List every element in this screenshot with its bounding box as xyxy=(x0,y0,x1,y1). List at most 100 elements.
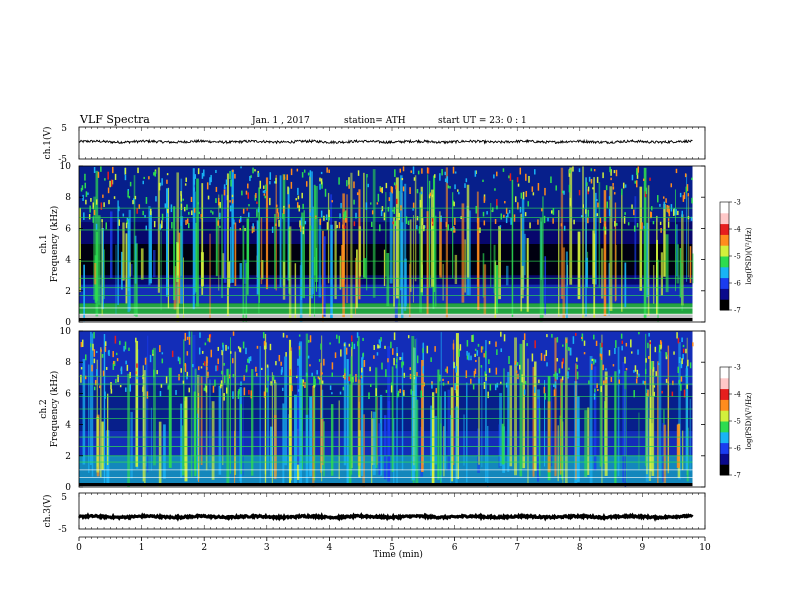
sferic-streak xyxy=(190,331,193,477)
spectrogram-speckle xyxy=(390,341,392,349)
spectrogram-speckle xyxy=(569,169,571,174)
spectrogram-speckle xyxy=(637,166,640,173)
spectrogram-speckle xyxy=(345,347,348,355)
sferic-streak xyxy=(305,333,309,465)
spectrogram-speckle xyxy=(576,357,578,362)
spectrogram-speckle xyxy=(691,177,693,181)
spectrogram-speckle xyxy=(416,224,418,230)
spectrogram-speckle xyxy=(419,199,422,208)
spectrogram-speckle xyxy=(516,177,519,183)
ch1-ytick-top: 5 xyxy=(61,124,67,134)
sferic-streak xyxy=(490,202,492,287)
spectrogram-speckle xyxy=(454,171,457,174)
sferic-streak xyxy=(194,222,197,293)
spectrogram-speckle xyxy=(255,373,258,377)
spectrogram-speckle xyxy=(321,380,324,385)
spectrogram-speckle xyxy=(500,381,502,384)
sferic-streak xyxy=(689,398,691,472)
spectrogram-speckle xyxy=(219,202,221,209)
spectrogram-speckle xyxy=(299,220,301,228)
spectrogram-speckle xyxy=(184,206,186,212)
spectrogram-speckle xyxy=(200,214,203,219)
ch1-waveform-line xyxy=(78,138,693,145)
spectrogram-speckle xyxy=(324,188,327,197)
sferic-streak xyxy=(312,206,314,295)
sferic-streak xyxy=(125,233,128,304)
sferic-streak xyxy=(514,337,517,476)
spectrogram-speckle xyxy=(242,341,245,349)
spectrogram-speckle xyxy=(470,378,472,384)
spectrogram-speckle xyxy=(562,358,564,364)
sferic-streak xyxy=(370,411,373,484)
spectrogram-speckle xyxy=(428,194,431,199)
sferic-streak xyxy=(165,188,169,297)
spectrogram-speckle xyxy=(603,380,605,385)
spectrogram-speckle xyxy=(412,202,415,209)
colorbar-segment xyxy=(720,431,729,444)
frequency-tick-label: 2 xyxy=(65,452,71,462)
spectrogram-speckle xyxy=(207,195,210,200)
spectrogram-speckle xyxy=(239,347,242,353)
sferic-streak xyxy=(565,251,568,320)
spectrogram-speckle xyxy=(569,197,572,206)
spectrogram-speckle xyxy=(563,190,565,195)
sferic-streak xyxy=(98,215,101,305)
spectrogram-speckle xyxy=(378,345,380,349)
spectrogram-speckle xyxy=(402,361,405,366)
frequency-tick-label: 4 xyxy=(65,421,71,431)
spectrogram-speckle xyxy=(587,186,590,192)
sferic-streak xyxy=(656,239,658,315)
sferic-streak xyxy=(348,384,352,485)
spectrogram-speckle xyxy=(421,168,423,174)
spectrogram-speckle xyxy=(81,339,84,347)
spectrogram-speckle xyxy=(439,374,441,382)
spectrogram-speckle xyxy=(645,187,648,195)
spectrogram-speckle xyxy=(104,346,107,352)
sferic-streak xyxy=(361,357,364,477)
spectrogram-speckle xyxy=(395,184,397,190)
sferic-streak xyxy=(647,185,650,316)
time-tick-label: 0 xyxy=(76,543,82,553)
time-tick-label: 8 xyxy=(577,543,583,553)
spectrogram-speckle xyxy=(590,168,593,172)
spectrogram-speckle xyxy=(423,225,426,229)
spectrogram-speckle xyxy=(434,346,436,352)
spectrogram-speckle xyxy=(588,176,591,182)
sferic-streak xyxy=(662,423,665,482)
frequency-tick-label: 6 xyxy=(65,389,71,399)
ch3-waveform-frame xyxy=(78,492,706,530)
spectrogram-speckle xyxy=(225,387,228,394)
spectrogram-speckle xyxy=(452,166,455,174)
spectrogram-speckle xyxy=(431,194,434,198)
spectrogram-speckle xyxy=(422,365,425,374)
spectrogram-speckle xyxy=(102,194,104,198)
spectrogram-speckle xyxy=(412,208,414,211)
sferic-streak xyxy=(270,426,273,477)
spectrogram-speckle xyxy=(92,202,95,210)
sferic-streak xyxy=(603,190,607,316)
spectrogram-speckle xyxy=(344,368,346,374)
spectrogram-speckle xyxy=(188,387,190,393)
spectrogram-speckle xyxy=(351,341,354,350)
spectrogram-speckle xyxy=(93,209,96,216)
spectrogram-speckle xyxy=(361,367,363,373)
sferic-streak xyxy=(229,337,231,474)
spectrogram-speckle xyxy=(112,362,115,370)
spectrogram-speckle xyxy=(393,332,396,341)
colorbar-segment xyxy=(720,453,729,465)
spectrogram-speckle xyxy=(554,381,557,389)
sferic-streak xyxy=(526,238,529,312)
sferic-streak xyxy=(646,222,649,298)
spectrogram-speckle xyxy=(331,372,333,377)
sferic-streak xyxy=(487,425,489,487)
spectrogram-speckle xyxy=(305,181,308,187)
spectrogram-speckle xyxy=(645,358,647,363)
sferic-streak xyxy=(343,342,347,466)
spectrogram-speckle xyxy=(613,192,616,195)
spectrogram-speckle xyxy=(486,211,488,215)
spectrogram-speckle xyxy=(565,339,568,346)
sferic-streak xyxy=(160,231,162,311)
spectrogram-speckle xyxy=(447,381,450,385)
spectrogram-speckle xyxy=(468,352,470,361)
spectrogram-speckle xyxy=(660,344,662,350)
